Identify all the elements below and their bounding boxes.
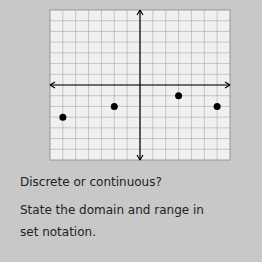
grid xyxy=(50,10,230,160)
grid-line-x xyxy=(140,10,141,160)
point xyxy=(111,103,118,110)
arrow-right xyxy=(225,82,230,88)
chart: Discrete or continuous? State the domain … xyxy=(0,0,262,262)
plot-background xyxy=(50,10,230,160)
annotation: State the domain and range in xyxy=(20,203,204,217)
point xyxy=(175,92,182,99)
point xyxy=(214,103,221,110)
annotation: set notation. xyxy=(20,225,96,239)
plot-frame xyxy=(50,10,230,160)
annotation: Discrete or continuous? xyxy=(20,175,162,189)
axes xyxy=(50,10,230,160)
point xyxy=(59,114,66,121)
y-axis-line xyxy=(139,10,140,160)
arrow-up xyxy=(137,10,143,15)
points xyxy=(59,92,220,120)
arrow-down xyxy=(137,155,143,160)
arrow-left xyxy=(50,82,55,88)
